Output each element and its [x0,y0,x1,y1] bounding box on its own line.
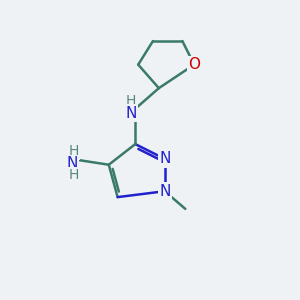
Text: O: O [188,57,200,72]
Text: N: N [125,106,136,121]
Text: N: N [66,156,78,171]
Text: H: H [68,168,79,182]
Text: N: N [159,151,170,166]
Text: H: H [68,145,79,158]
Text: N: N [159,184,170,199]
Text: H: H [126,94,136,108]
